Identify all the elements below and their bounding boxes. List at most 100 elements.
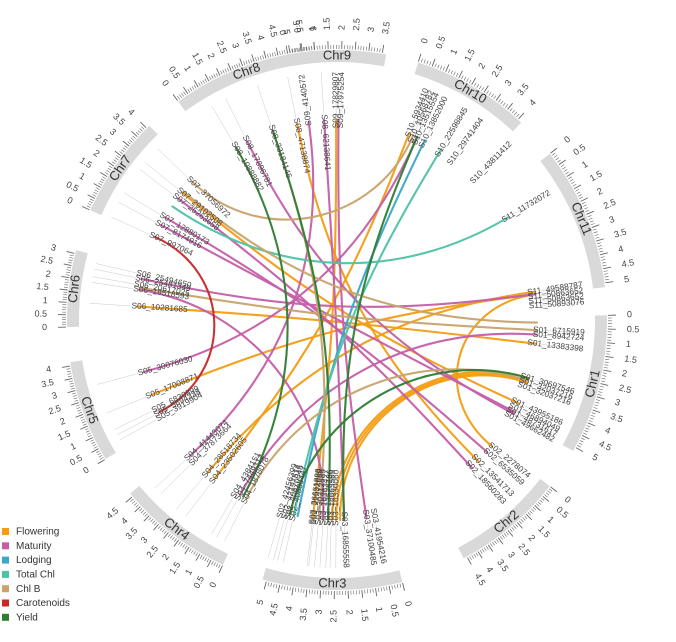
tick-label: 5	[591, 452, 600, 463]
snp-leader-line	[308, 524, 314, 567]
tick-label: 6	[308, 26, 318, 32]
tick-mark	[541, 497, 545, 501]
tick-mark	[604, 273, 609, 275]
tick-mark	[595, 236, 600, 239]
link-yield	[271, 129, 331, 521]
tick-mark	[215, 72, 218, 77]
tick-mark	[275, 47, 279, 56]
tick-mark	[293, 48, 296, 53]
tick-mark	[603, 270, 608, 272]
tick-mark	[586, 210, 595, 215]
chromosome-label-chr5: Chr5	[78, 394, 102, 426]
tick-mark	[594, 404, 599, 407]
tick-mark	[299, 43, 302, 52]
tick-mark	[135, 131, 140, 136]
tick-label: 2.5	[618, 383, 633, 396]
tick-label: 3	[608, 214, 616, 225]
chromosome-band-chr10	[414, 62, 522, 132]
tick-label: 4.5	[268, 602, 280, 616]
snp-leader-line	[118, 202, 156, 223]
tick-label: 0	[562, 134, 572, 145]
tick-mark	[224, 68, 227, 73]
tick-mark	[516, 522, 523, 529]
tick-mark	[161, 528, 165, 533]
tick-mark	[577, 445, 581, 448]
tick-mark	[286, 586, 289, 591]
tick-mark	[596, 238, 605, 242]
tick-mark	[81, 206, 90, 211]
tick-mark	[107, 161, 115, 167]
tick-mark	[487, 544, 494, 552]
tick-mark	[257, 56, 260, 61]
tick-mark	[75, 414, 84, 418]
tick-mark	[492, 541, 495, 546]
tick-mark	[284, 585, 286, 590]
legend-label-carotenoids: Carotenoids	[16, 598, 70, 609]
snp-leader-line	[139, 169, 174, 196]
tick-mark	[263, 581, 267, 590]
tick-label: 2	[476, 61, 487, 70]
tick-mark	[598, 247, 603, 250]
tick-mark	[245, 60, 248, 65]
tick-mark	[80, 416, 84, 419]
tick-mark	[388, 585, 392, 594]
legend-label-lodging: Lodging	[16, 555, 52, 566]
tick-label: 0	[207, 580, 218, 589]
tick-mark	[486, 90, 489, 95]
tick-mark	[135, 504, 139, 508]
tick-label: 2	[345, 610, 355, 615]
snp-leader-line	[319, 525, 324, 568]
tick-mark	[471, 77, 477, 86]
tick-mark	[383, 586, 385, 591]
link-total-chl	[292, 148, 443, 517]
tick-mark	[599, 388, 604, 391]
tick-mark	[571, 181, 575, 185]
tick-mark	[396, 584, 399, 589]
tick-mark	[66, 251, 75, 254]
tick-mark	[64, 284, 69, 286]
tick-mark	[601, 377, 606, 380]
tick-label: 0	[627, 309, 632, 319]
snp-leader-line	[283, 521, 293, 563]
tick-label: 0	[81, 465, 90, 476]
tick-label: 4	[119, 516, 130, 527]
tick-mark	[537, 501, 542, 505]
tick-mark	[589, 417, 594, 420]
tick-mark	[63, 263, 72, 266]
tick-mark	[78, 411, 83, 414]
tick-mark	[277, 584, 281, 593]
tick-mark	[515, 523, 519, 528]
tick-label: 3.5	[515, 81, 531, 97]
tick-label: 1	[580, 159, 590, 170]
tick-mark	[593, 407, 598, 409]
tick-label: 4	[527, 97, 538, 107]
snp-leader-line	[367, 523, 374, 566]
tick-mark	[67, 390, 76, 394]
tick-mark	[509, 528, 513, 533]
tick-mark	[68, 261, 73, 264]
tick-mark	[295, 587, 297, 592]
snp-leader-line	[314, 525, 319, 567]
tick-mark	[440, 65, 443, 70]
snp-leader-line	[475, 471, 505, 504]
tick-mark	[298, 47, 301, 52]
tick-mark	[601, 380, 606, 383]
tick-mark	[143, 515, 150, 522]
tick-mark	[604, 361, 609, 363]
legend: Flowering Maturity Lodging Total Chl Chl B Ca…	[2, 527, 70, 623]
tick-mark	[67, 373, 72, 375]
tick-mark	[604, 276, 609, 278]
tick-mark	[513, 525, 517, 529]
tick-mark	[200, 81, 203, 85]
tick-mark	[227, 67, 230, 72]
chromosome-band-chr3	[262, 568, 403, 590]
tick-mark	[592, 228, 597, 231]
tick-mark	[473, 82, 477, 87]
tick-mark	[591, 412, 596, 415]
tick-mark	[603, 367, 608, 369]
tick-label: 5.5	[294, 19, 306, 33]
tick-mark	[490, 543, 493, 547]
tick-mark	[595, 399, 600, 401]
tick-mark	[182, 544, 186, 548]
